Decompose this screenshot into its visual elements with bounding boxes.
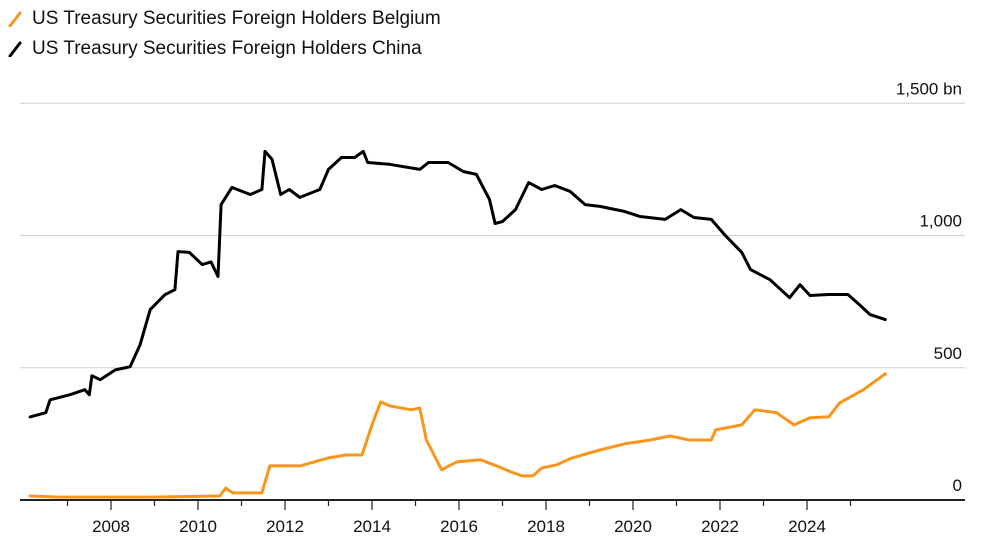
x-tick-label: 2012 — [266, 517, 304, 536]
legend-item-belgium: US Treasury Securities Foreign Holders B… — [8, 4, 441, 34]
x-tick-label: 2020 — [614, 517, 652, 536]
legend-item-china: US Treasury Securities Foreign Holders C… — [8, 34, 441, 64]
legend: US Treasury Securities Foreign Holders B… — [8, 4, 441, 64]
x-tick-label: 2018 — [527, 517, 565, 536]
x-tick-label: 2016 — [440, 517, 478, 536]
legend-label-belgium: US Treasury Securities Foreign Holders B… — [32, 8, 441, 29]
y-tick-label: 0 — [953, 476, 962, 495]
x-tick-label: 2008 — [92, 517, 130, 536]
x-tick-label: 2022 — [701, 517, 739, 536]
x-tick-label: 2014 — [353, 517, 391, 536]
x-tick-label: 2024 — [788, 517, 826, 536]
y-tick-label: 1,000 — [919, 212, 962, 231]
x-tick-label: 2010 — [179, 517, 217, 536]
y-tick-label: 1,500 bn — [896, 79, 962, 98]
y-tick-label: 500 — [934, 344, 962, 363]
legend-label-china: US Treasury Securities Foreign Holders C… — [32, 38, 422, 59]
series-line-china — [28, 149, 887, 419]
series-line-belgium — [28, 372, 887, 499]
legend-swatch-belgium-icon — [8, 11, 22, 27]
legend-swatch-china-icon — [8, 41, 22, 57]
